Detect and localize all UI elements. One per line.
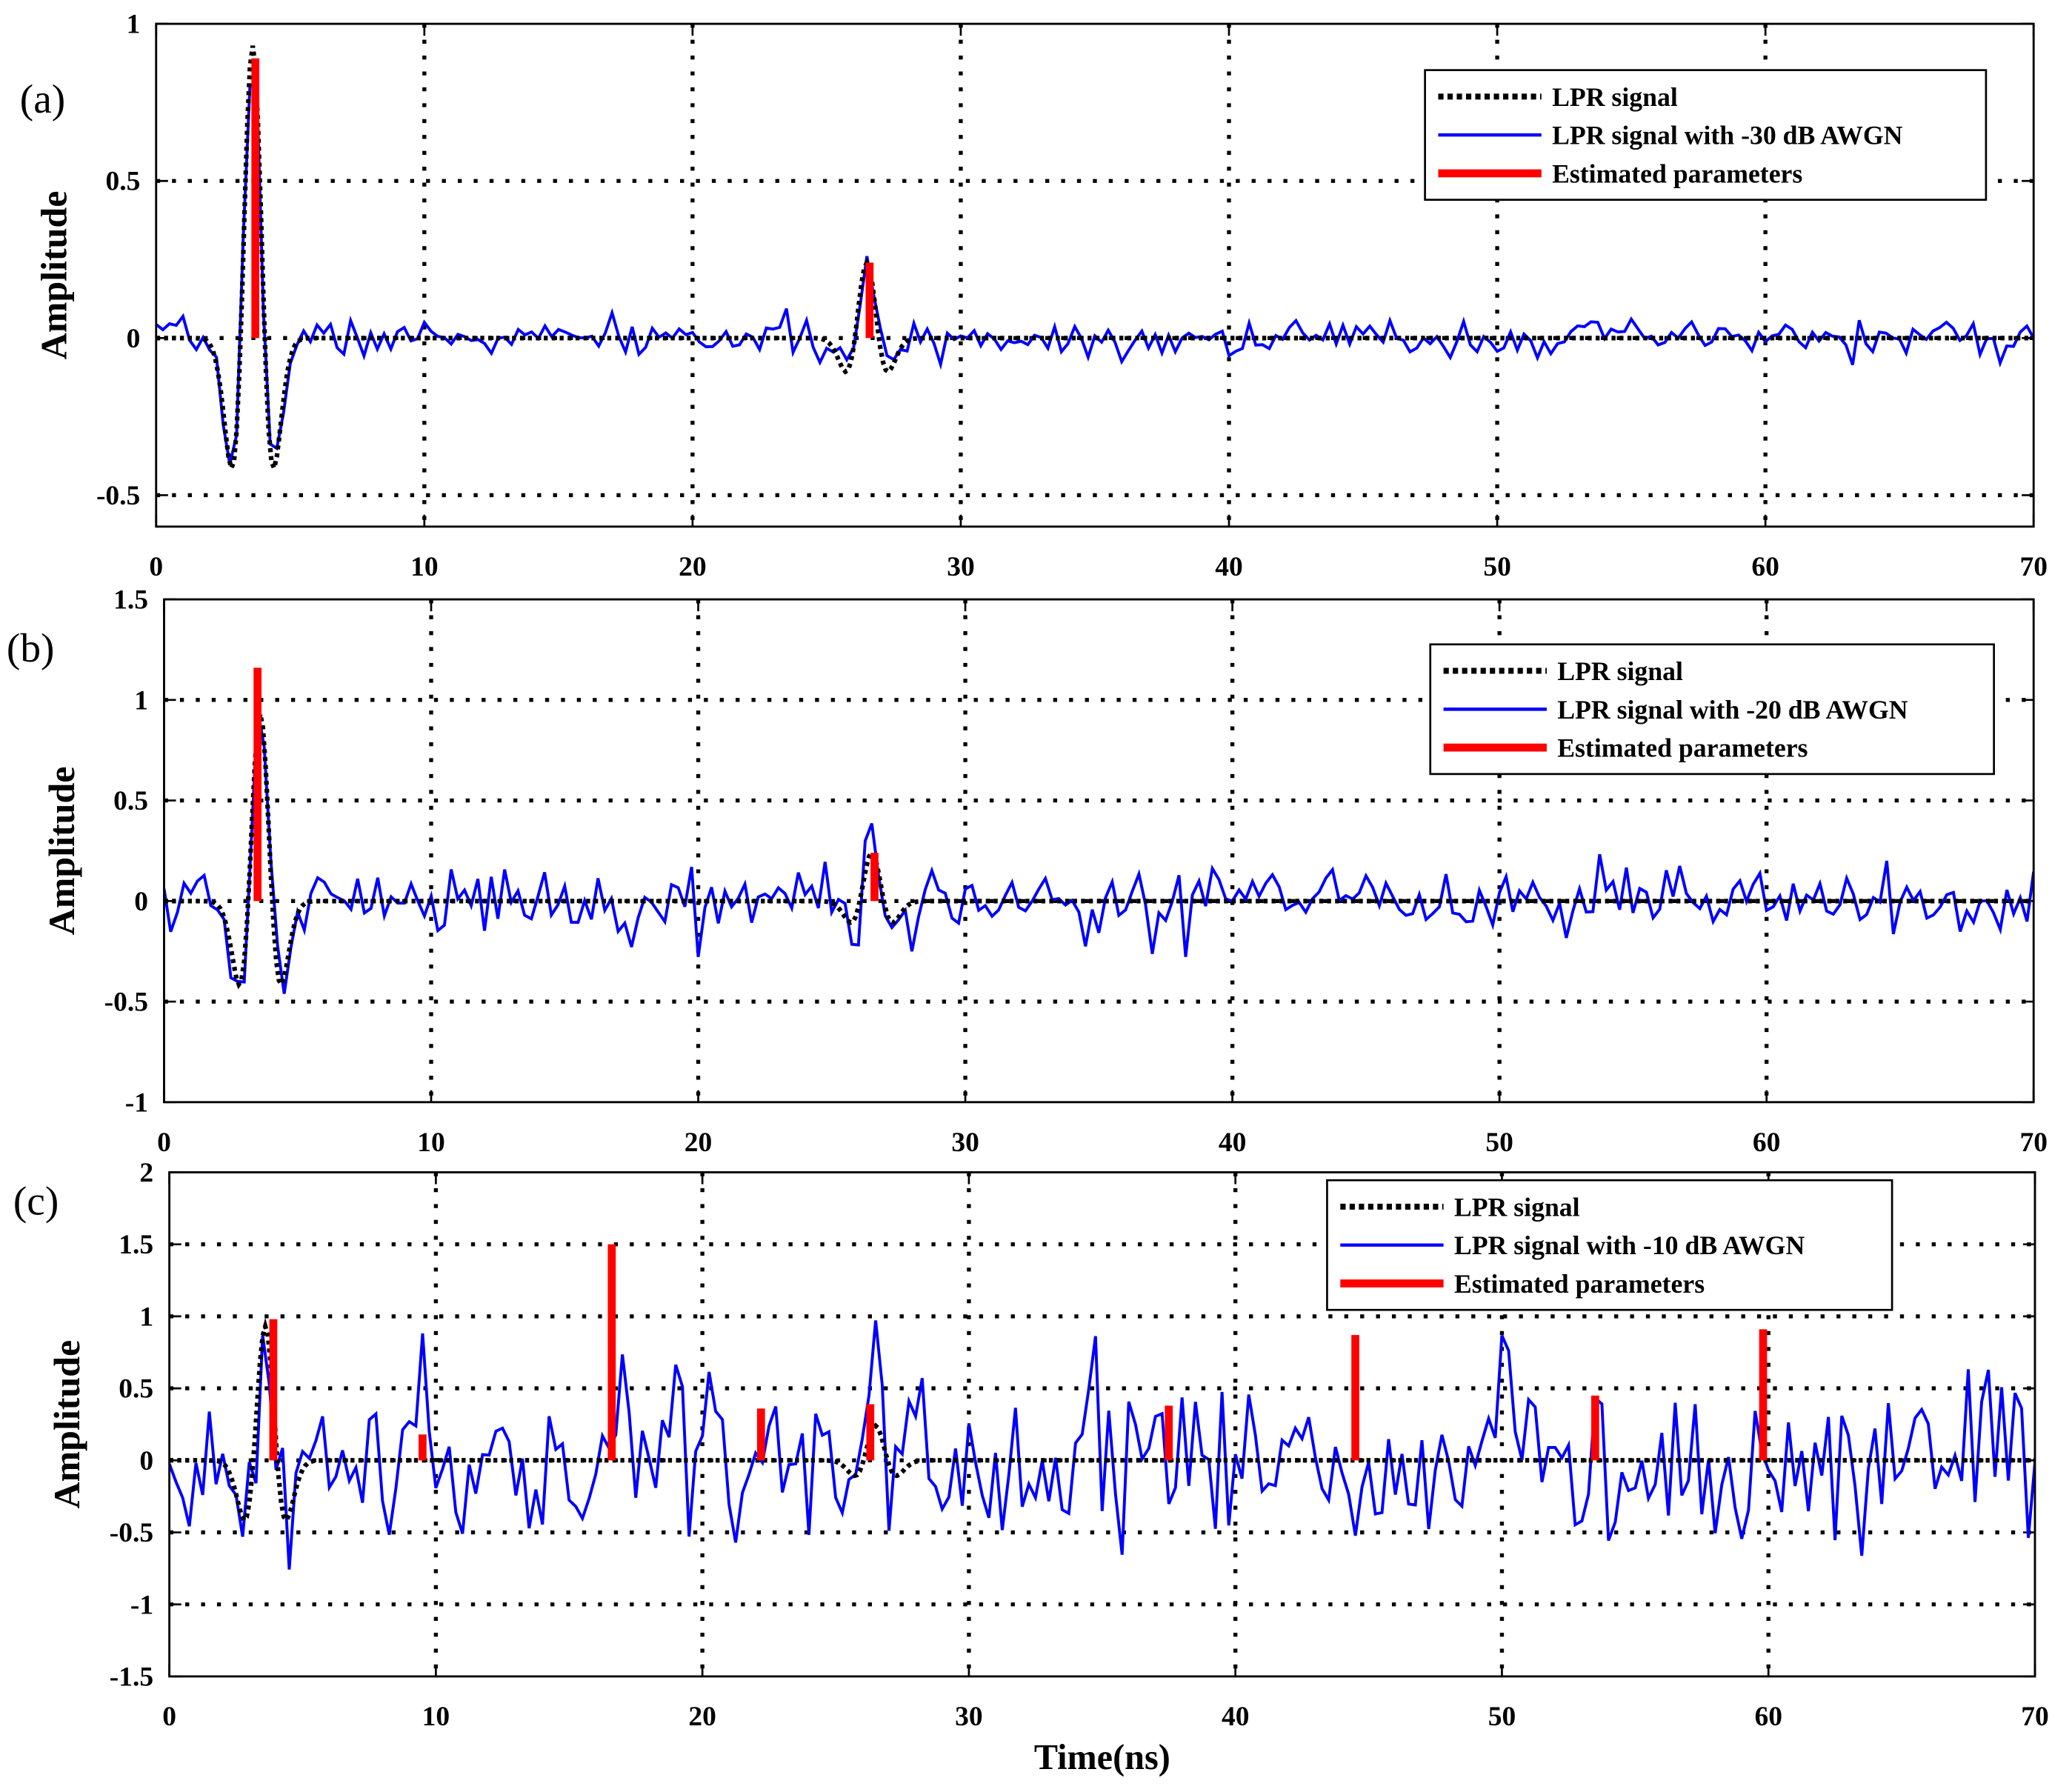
y-tick-label: 0 — [139, 1446, 153, 1476]
x-tick-label: 0 — [162, 1702, 176, 1732]
axes-frame — [168, 1171, 2036, 1678]
noisy-signal-line — [169, 1320, 2035, 1570]
axes-frame — [163, 598, 2035, 1104]
x-tick-label: 40 — [1219, 1128, 1247, 1158]
y-tick-label: 0.5 — [105, 167, 140, 197]
y-axis-label: Amplitude — [33, 191, 74, 360]
legend-label: LPR signal with -30 dB AWGN — [1552, 121, 1903, 150]
x-tick-label: 70 — [2019, 1128, 2048, 1158]
x-axis-label: Time(ns) — [1034, 1738, 1170, 1777]
panel-label: (b) — [7, 625, 55, 670]
legend: LPR signal LPR signal with -30 dB AWGN Est… — [1424, 69, 1988, 201]
x-tick-label: 0 — [149, 552, 163, 582]
y-tick-label: 1 — [139, 1302, 153, 1332]
panel-label: (a) — [20, 76, 65, 121]
plot-area — [164, 667, 2034, 994]
legend-label: LPR signal — [1557, 656, 1683, 686]
y-tick-label: 0.5 — [113, 786, 148, 816]
legend-label: Estimated parameters — [1454, 1269, 1705, 1299]
axes-frame — [155, 22, 2035, 528]
legend-label: LPR signal with -10 dB AWGN — [1454, 1230, 1805, 1260]
x-tick-label: 60 — [1751, 552, 1779, 582]
noisy-signal-line — [164, 708, 2034, 994]
y-tick-label: 1.5 — [113, 585, 148, 616]
x-tick-label: 20 — [684, 1128, 713, 1158]
y-tick-label: -1.5 — [110, 1662, 153, 1692]
x-tick-label: 50 — [1483, 552, 1511, 582]
x-tick-label: 30 — [951, 1128, 979, 1158]
x-tick-label: 70 — [2019, 552, 2048, 582]
y-tick-label: 1 — [134, 685, 148, 716]
x-tick-label: 10 — [410, 552, 439, 582]
y-tick-label: -0.5 — [96, 481, 140, 511]
x-tick-label: 50 — [1485, 1128, 1513, 1158]
legend-label: Estimated parameters — [1557, 733, 1808, 763]
panel-a: 0 10 20 30 40 50 60 70 -0.5 0 0.5 1 Amplitude (a) LPR … — [20, 10, 2048, 582]
x-tick-label: 70 — [2021, 1702, 2049, 1732]
legend-label: Estimated parameters — [1552, 159, 1802, 188]
y-tick-label: -0.5 — [104, 987, 148, 1018]
y-tick-label: -1 — [130, 1590, 153, 1620]
y-tick-label: 0 — [134, 887, 148, 917]
y-tick-label: 0.5 — [119, 1374, 153, 1405]
x-tick-label: 30 — [947, 552, 975, 582]
y-tick-label: -1 — [125, 1087, 148, 1118]
x-tick-label: 10 — [422, 1702, 450, 1732]
legend: LPR signal LPR signal with -20 dB AWGN Est… — [1429, 643, 1995, 776]
x-tick-label: 20 — [679, 552, 707, 582]
legend-label: LPR signal with -20 dB AWGN — [1557, 695, 1908, 725]
x-tick-label: 50 — [1488, 1702, 1516, 1732]
panel-label: (c) — [13, 1179, 59, 1224]
plot-area — [156, 45, 2034, 476]
panel-b: 0 10 20 30 40 50 60 70 -1 -0.5 0 0.5 1 1.5 Amplitude (b… — [7, 585, 2048, 1158]
lpr-signal-line — [169, 1317, 2035, 1525]
x-tick-label: 40 — [1222, 1702, 1250, 1732]
y-tick-label: 1.5 — [119, 1230, 153, 1260]
y-tick-label: 1 — [127, 10, 141, 40]
legend: LPR signal LPR signal with -10 dB AWGN Est… — [1326, 1179, 1893, 1311]
x-tick-label: 20 — [688, 1702, 716, 1732]
x-tick-label: 30 — [955, 1702, 983, 1732]
y-tick-label: 2 — [139, 1158, 153, 1188]
legend-label: LPR signal — [1552, 82, 1678, 112]
noisy-signal-line — [156, 81, 2034, 465]
y-tick-label: -0.5 — [110, 1518, 153, 1548]
plot-area — [169, 1244, 2035, 1570]
x-tick-label: 60 — [1754, 1702, 1782, 1732]
x-tick-label: 0 — [157, 1128, 171, 1158]
y-axis-label: Amplitude — [41, 767, 82, 936]
x-tick-label: 10 — [417, 1128, 444, 1158]
legend-label: LPR signal — [1454, 1192, 1580, 1222]
panel-c: 0 10 20 30 40 50 60 70 -1.5 -1 -0.5 0 0.5 1 1.5 2 Amplit… — [13, 1158, 2049, 1777]
x-tick-label: 40 — [1215, 552, 1243, 582]
lpr-signal-line — [164, 713, 2034, 990]
x-tick-label: 60 — [1753, 1128, 1781, 1158]
y-axis-label: Amplitude — [46, 1340, 87, 1509]
y-tick-label: 0 — [127, 324, 141, 354]
